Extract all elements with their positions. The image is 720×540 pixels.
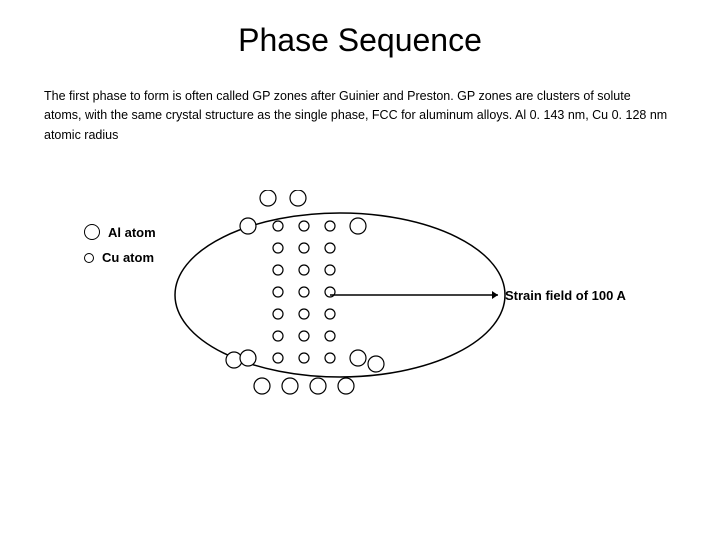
diagram-area: Al atom Cu atom Strain field of 100 A: [0, 190, 720, 490]
page-title: Phase Sequence: [0, 0, 720, 59]
strain-field-label: Strain field of 100 A: [505, 288, 626, 303]
body-paragraph: The first phase to form is often called …: [0, 59, 720, 145]
atom-diagram: [0, 190, 720, 490]
